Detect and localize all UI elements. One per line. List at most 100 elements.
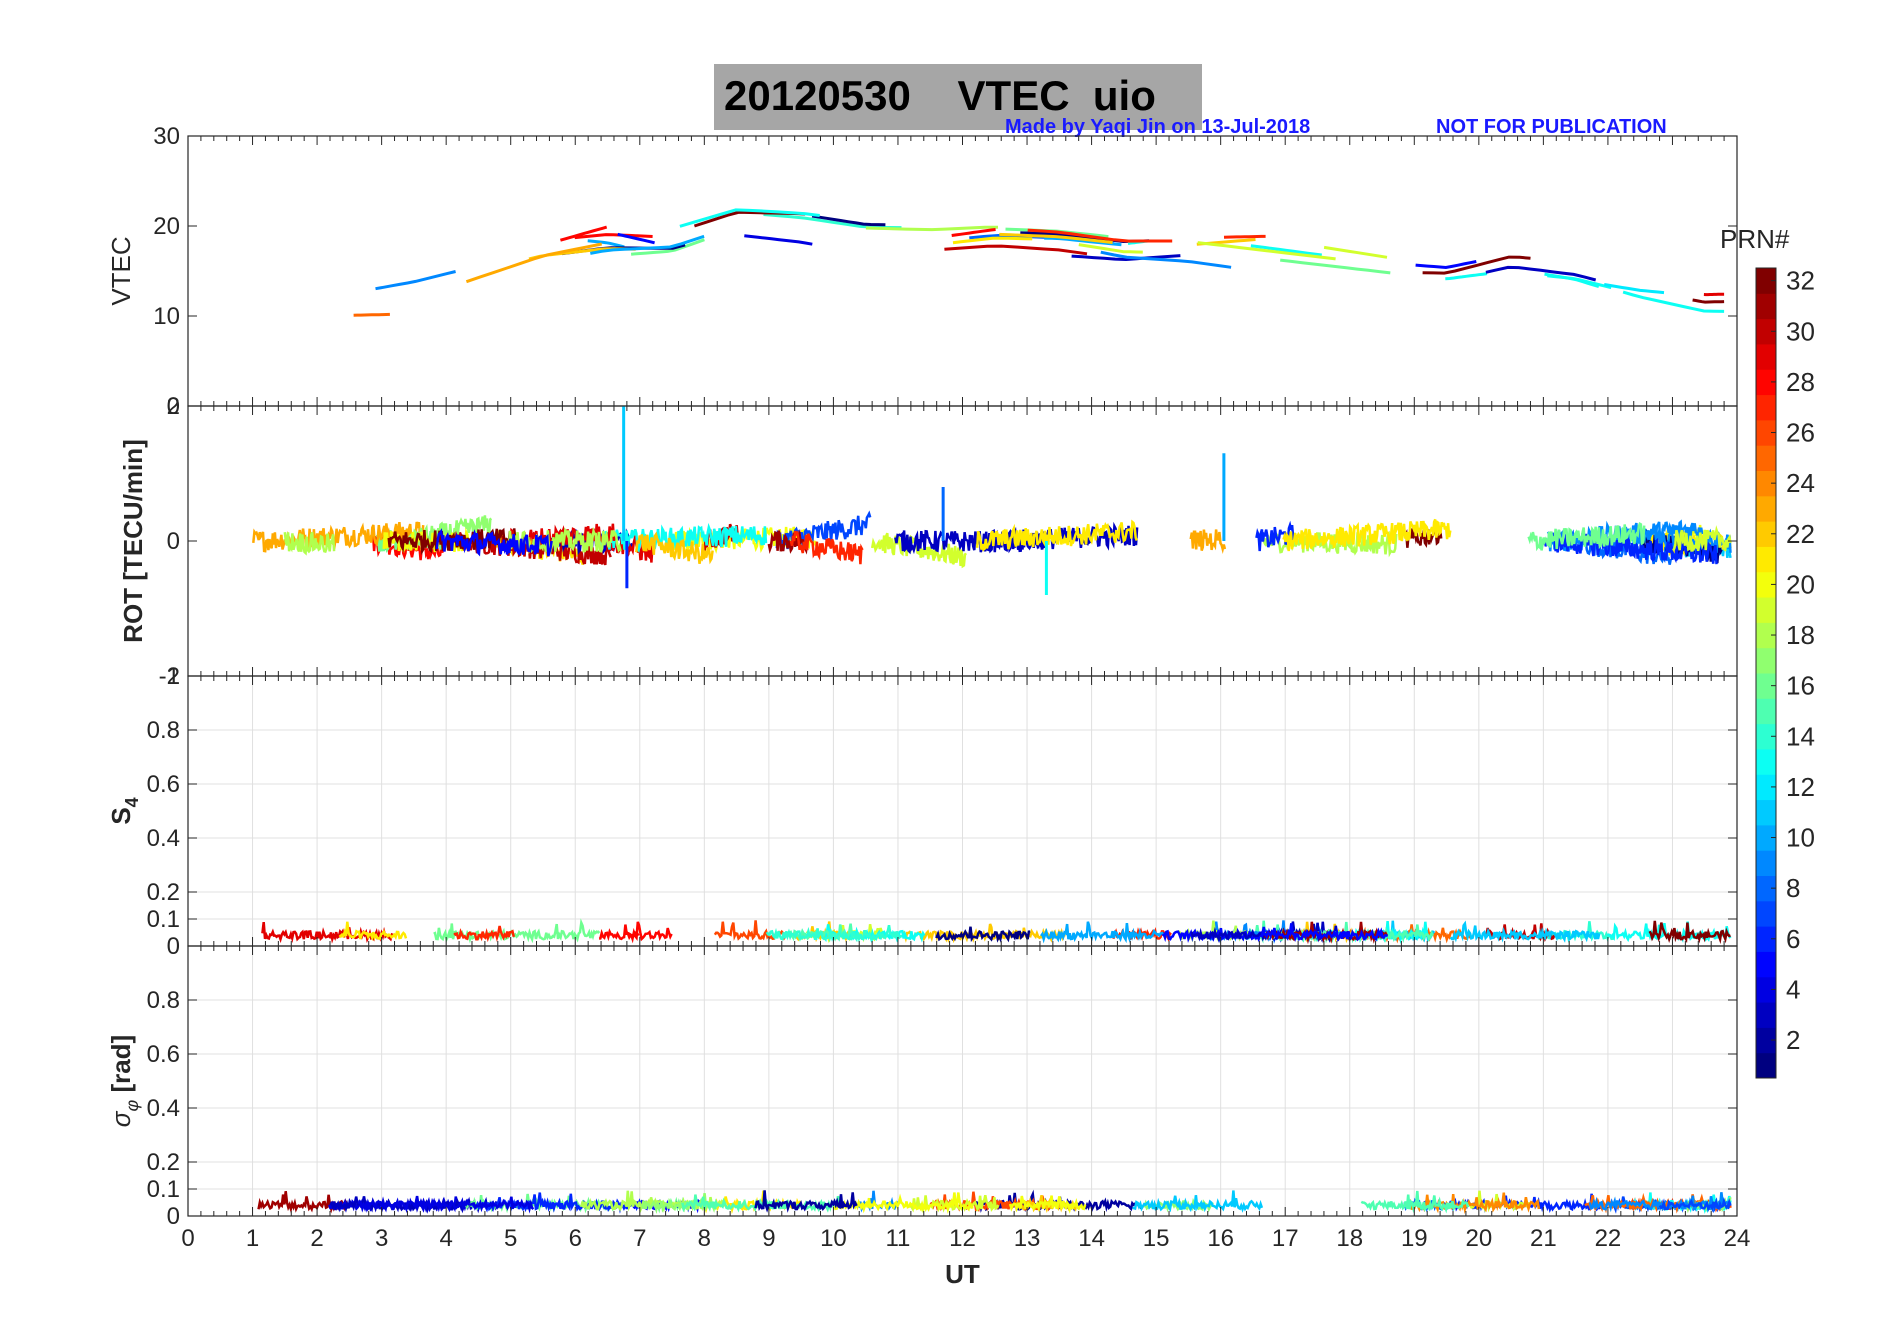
vtec-trace — [353, 312, 390, 317]
colorbar-tick-label: 2 — [1786, 1025, 1800, 1055]
panel-sigma_phi: 00.10.20.40.60.8σφ [rad]0 1 2 3 4 5 6 7 8 9 10 11 12… — [106, 945, 1751, 1289]
vtec-trace — [1223, 234, 1266, 239]
vtec-trace — [1622, 290, 1725, 313]
x-tick-label: 11 — [885, 1225, 910, 1252]
panel-s4: 00.10.2 0.4 0.6 0.8 1 S4 — [106, 663, 1738, 960]
x-tick-label: 22 — [1595, 1225, 1622, 1252]
s4-trace — [1449, 920, 1601, 943]
vtec-trace — [574, 233, 653, 240]
rot-trace — [283, 531, 336, 556]
data-traces — [257, 1189, 1732, 1215]
x-tick-label: 20 — [1465, 1225, 1492, 1252]
x-tick-label: 9 — [762, 1225, 775, 1252]
y-tick-label: 0.4 — [147, 825, 180, 852]
colorbar-swatch — [1756, 369, 1776, 396]
colorbar-tick-label: 26 — [1786, 418, 1815, 448]
vtec-trace — [811, 214, 886, 227]
x-tick-label: 0 — [181, 1225, 194, 1252]
x-tick-label: 12 — [949, 1225, 976, 1252]
s4-trace — [935, 926, 1031, 944]
y-tick-label: 20 — [153, 213, 180, 240]
x-tick-label: 21 — [1530, 1225, 1557, 1252]
title-background — [714, 64, 1202, 130]
colorbar-swatch — [1756, 419, 1776, 446]
sigma_phi-trace — [1360, 1190, 1470, 1214]
vtec-trace — [999, 232, 1113, 244]
x-tick-label: 10 — [820, 1225, 847, 1252]
y-tick-label: 0.6 — [147, 1041, 180, 1068]
sigma_phi-trace — [1132, 1190, 1264, 1213]
x-tick-label: 23 — [1659, 1225, 1686, 1252]
y-tick-label: 0.1 — [147, 906, 180, 933]
sigma_phi-trace — [1658, 1196, 1732, 1213]
sigma_phi-trace — [681, 1194, 842, 1213]
x-tick-label: 4 — [439, 1225, 452, 1252]
colorbar-swatch — [1756, 951, 1776, 978]
vtec-trace — [944, 244, 1088, 256]
rot-trace — [435, 528, 553, 557]
rot-trace — [767, 529, 809, 555]
y-tick-label: 0.2 — [147, 879, 180, 906]
colorbar-swatch — [1756, 774, 1776, 801]
colorbar-swatch — [1756, 597, 1776, 623]
colorbar-tick-label: 4 — [1786, 974, 1800, 1004]
y-tick-label: 0.8 — [147, 987, 180, 1014]
colorbar-swatch — [1756, 521, 1776, 547]
vtec-trace — [1485, 265, 1597, 282]
y-tick-label: 1 — [167, 663, 180, 690]
vtec-trace — [1280, 258, 1391, 275]
y-tick-label: 0 — [167, 393, 180, 420]
rot-trace — [975, 519, 1138, 552]
colorbar-border — [1755, 267, 1777, 1079]
vtec-trace — [375, 270, 456, 291]
not-for-publication-note: NOT FOR PUBLICATION — [1436, 116, 1667, 138]
y-tick-label: 0 — [167, 1203, 180, 1230]
vtec-trace — [1422, 255, 1531, 275]
s4-trace — [625, 921, 673, 944]
colorbar-tick-label: 12 — [1786, 772, 1815, 802]
y-axis-label: VTEC — [106, 236, 136, 305]
vtec-trace — [744, 234, 813, 246]
colorbar-tick-label: 22 — [1786, 519, 1815, 549]
colorbar-title: PRN# — [1720, 224, 1790, 254]
x-tick-label: 3 — [375, 1225, 388, 1252]
colorbar-swatch — [1756, 673, 1776, 699]
vtec-trace — [1100, 250, 1232, 269]
x-tick-label: 24 — [1724, 1225, 1751, 1252]
sigma_phi-trace — [640, 1193, 717, 1215]
y-tick-label: 10 — [153, 303, 180, 330]
x-tick-label: 6 — [569, 1225, 582, 1252]
y-tick-label: 0.2 — [147, 1149, 180, 1176]
x-tick-label: 2 — [310, 1225, 323, 1252]
s4-trace — [1260, 923, 1389, 943]
rot-trace — [1189, 529, 1227, 554]
y-tick-label: 0.6 — [147, 771, 180, 798]
colorbar-swatch — [1756, 698, 1776, 725]
x-tick-label: 13 — [1014, 1225, 1041, 1252]
x-tick-label: 1 — [246, 1225, 259, 1252]
colorbar-swatch — [1756, 875, 1776, 902]
colorbar-swatch — [1756, 622, 1776, 649]
sigma_phi-trace — [357, 1196, 535, 1214]
x-tick-label: 19 — [1401, 1225, 1428, 1252]
colorbar-swatch — [1756, 343, 1776, 370]
vtec-trace — [1323, 245, 1388, 259]
colorbar-swatch — [1756, 1027, 1776, 1054]
colorbar-tick-label: 30 — [1786, 316, 1815, 346]
vtec-trace — [1445, 272, 1488, 281]
colorbar-swatch — [1756, 799, 1776, 826]
colorbar-tick-label: 8 — [1786, 873, 1800, 903]
vtec-trace — [1544, 272, 1600, 289]
colorbar-tick-label: 32 — [1786, 266, 1815, 296]
y-tick-label: 2 — [167, 393, 180, 420]
vtec-trace — [679, 208, 820, 228]
y-tick-label: 0.1 — [147, 1176, 180, 1203]
vtec-trace — [865, 225, 999, 232]
vtec-trace — [1078, 243, 1143, 254]
colorbar-tick-label: 28 — [1786, 367, 1815, 397]
colorbar-swatch — [1756, 748, 1776, 775]
rot-trace — [1282, 518, 1452, 552]
y-tick-label: 0.4 — [147, 1095, 180, 1122]
data-traces — [353, 208, 1725, 317]
